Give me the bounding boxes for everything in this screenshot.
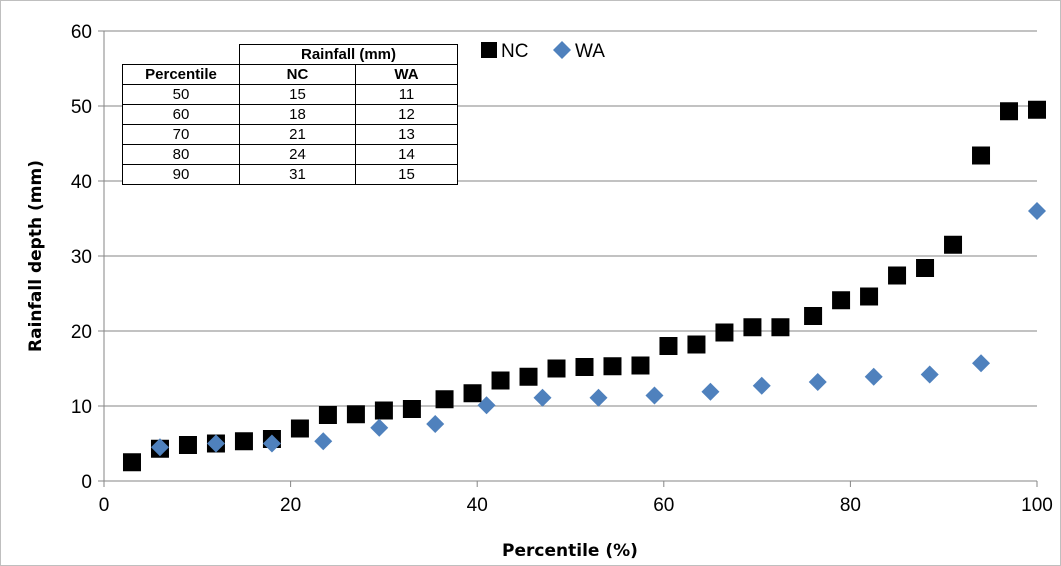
table-group-header-row: Rainfall (mm)	[122, 44, 458, 65]
wa-point	[262, 434, 281, 453]
wa-point	[864, 367, 883, 386]
wa-point	[533, 388, 552, 407]
nc-point	[547, 359, 566, 378]
y-tick-label: 40	[71, 172, 92, 193]
nc-point	[290, 419, 309, 438]
y-axis-title: Rainfall depth (mm)	[26, 160, 46, 352]
nc-point	[463, 384, 482, 403]
nc-point	[888, 266, 907, 285]
nc-point	[659, 337, 678, 355]
nc-point	[687, 335, 706, 354]
nc-point	[743, 318, 762, 337]
table-cell: 21	[239, 124, 356, 145]
nc-point	[771, 318, 790, 337]
table-header-nc: NC	[239, 64, 356, 85]
wa-point	[589, 388, 608, 407]
legend: NC WA	[481, 41, 605, 62]
nc-point	[122, 453, 141, 472]
x-tick-label: 80	[840, 495, 861, 516]
nc-point	[234, 432, 253, 451]
nc-point	[631, 356, 650, 375]
nc-point	[402, 400, 421, 418]
table-cell: 70	[122, 124, 240, 145]
wa-point	[1028, 202, 1046, 220]
x-tick-label: 0	[99, 495, 110, 516]
nc-point	[374, 401, 393, 420]
wa-point	[645, 386, 664, 405]
legend-nc-label: NC	[501, 41, 528, 62]
nc-point	[519, 367, 538, 386]
y-tick-label: 0	[81, 472, 92, 493]
wa-point	[920, 365, 939, 384]
y-tick-label: 20	[71, 322, 92, 343]
x-tick-label: 20	[280, 495, 301, 516]
legend-wa-label: WA	[575, 41, 605, 62]
x-tick-label: 40	[467, 495, 488, 516]
x-tick-label: 100	[1021, 495, 1053, 516]
nc-point	[346, 405, 365, 424]
y-tick-label: 50	[71, 97, 92, 118]
wa-point	[206, 434, 225, 453]
nc-point	[491, 371, 510, 390]
wa-point	[370, 418, 389, 437]
table-row: 80 24 14	[122, 144, 458, 165]
nc-point	[832, 291, 851, 310]
nc-point	[178, 436, 197, 454]
table-header-wa: WA	[355, 64, 458, 85]
table-cell: 15	[355, 164, 458, 185]
nc-point	[1000, 102, 1019, 121]
table-cell: 24	[239, 144, 356, 165]
table-row: 70 21 13	[122, 124, 458, 145]
table-header-percentile: Percentile	[122, 64, 240, 85]
nc-point	[435, 390, 454, 409]
axes	[103, 31, 1037, 482]
legend-nc-marker	[481, 42, 497, 58]
x-tick-label: 60	[653, 495, 674, 516]
table-cell: 18	[239, 104, 356, 125]
nc-point	[916, 259, 935, 277]
table-cell: 50	[122, 84, 240, 105]
x-tick-labels: 0 20 40 60 80 100	[99, 495, 1053, 516]
wa-point	[808, 373, 827, 391]
table-cell: 80	[122, 144, 240, 165]
nc-point	[318, 406, 337, 424]
nc-point	[804, 307, 823, 325]
percentile-table: Rainfall (mm) Percentile NC WA 50 15 11 …	[122, 44, 458, 185]
table-cell: 15	[239, 84, 356, 105]
series-wa	[150, 202, 1046, 457]
x-axis-title: Percentile (%)	[502, 541, 638, 561]
nc-point	[715, 323, 734, 342]
y-tick-label: 10	[71, 397, 92, 418]
table-header-row: Percentile NC WA	[122, 64, 458, 85]
table-cell: 60	[122, 104, 240, 125]
table-cell: 12	[355, 104, 458, 125]
table-cell: 11	[355, 84, 458, 105]
table-row: 60 18 12	[122, 104, 458, 125]
wa-point	[314, 432, 333, 451]
y-tick-label: 60	[71, 22, 92, 43]
wa-point	[477, 396, 496, 415]
nc-point	[1028, 100, 1046, 119]
legend-wa-marker	[553, 41, 571, 59]
nc-point	[575, 358, 594, 376]
table-corner	[122, 44, 240, 65]
wa-point	[150, 438, 169, 457]
y-tick-labels: 0 10 20 30 40 50 60	[71, 22, 92, 493]
wa-point	[752, 376, 771, 395]
nc-point	[944, 235, 963, 254]
nc-point	[860, 287, 879, 306]
table-cell: 90	[122, 164, 240, 185]
y-tick-label: 30	[71, 247, 92, 268]
table-cell: 14	[355, 144, 458, 165]
nc-point	[972, 146, 991, 165]
wa-point	[426, 415, 445, 433]
wa-point	[701, 382, 720, 401]
wa-point	[972, 354, 991, 373]
table-cell: 31	[239, 164, 356, 185]
table-row: 90 31 15	[122, 164, 458, 185]
table-group-header: Rainfall (mm)	[239, 44, 458, 65]
table-cell: 13	[355, 124, 458, 145]
table-row: 50 15 11	[122, 84, 458, 105]
nc-point	[603, 357, 622, 376]
